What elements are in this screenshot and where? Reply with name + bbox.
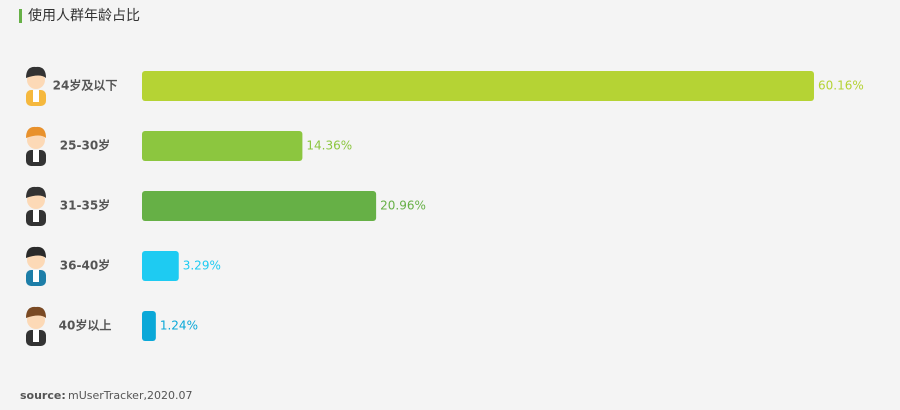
bar bbox=[142, 71, 814, 101]
avatar-icon bbox=[26, 66, 46, 106]
bar bbox=[142, 131, 303, 161]
source-text: mUserTracker,2020.07 bbox=[68, 389, 192, 402]
title-accent bbox=[19, 9, 22, 23]
avatar-icon bbox=[26, 126, 46, 166]
avatar-hair bbox=[26, 306, 46, 318]
avatar-collar bbox=[33, 330, 39, 342]
bar bbox=[142, 191, 377, 221]
avatar-icon bbox=[26, 306, 46, 346]
avatar-icon bbox=[26, 246, 46, 286]
bar bbox=[142, 311, 156, 341]
value-label: 20.96% bbox=[380, 199, 426, 213]
value-label: 1.24% bbox=[160, 319, 198, 333]
avatar-hair bbox=[26, 246, 46, 258]
category-label: 24岁及以下 bbox=[53, 78, 118, 93]
bar bbox=[142, 251, 179, 281]
value-label: 60.16% bbox=[818, 79, 864, 93]
avatar-hair bbox=[26, 66, 46, 78]
avatar-hair bbox=[26, 186, 46, 198]
value-label: 3.29% bbox=[183, 259, 221, 273]
category-label: 40岁以上 bbox=[59, 318, 112, 333]
avatar-collar bbox=[33, 90, 39, 102]
avatar-collar bbox=[33, 150, 39, 162]
value-label: 14.36% bbox=[306, 139, 352, 153]
avatar-icon bbox=[26, 186, 46, 226]
avatar-collar bbox=[33, 210, 39, 222]
avatar-hair bbox=[26, 126, 46, 138]
source-label: source: bbox=[20, 389, 66, 402]
chart-title: 使用人群年龄占比 bbox=[28, 7, 140, 24]
category-label: 36-40岁 bbox=[60, 258, 110, 273]
category-label: 25-30岁 bbox=[60, 138, 110, 153]
avatar-collar bbox=[33, 270, 39, 282]
category-label: 31-35岁 bbox=[60, 198, 110, 213]
